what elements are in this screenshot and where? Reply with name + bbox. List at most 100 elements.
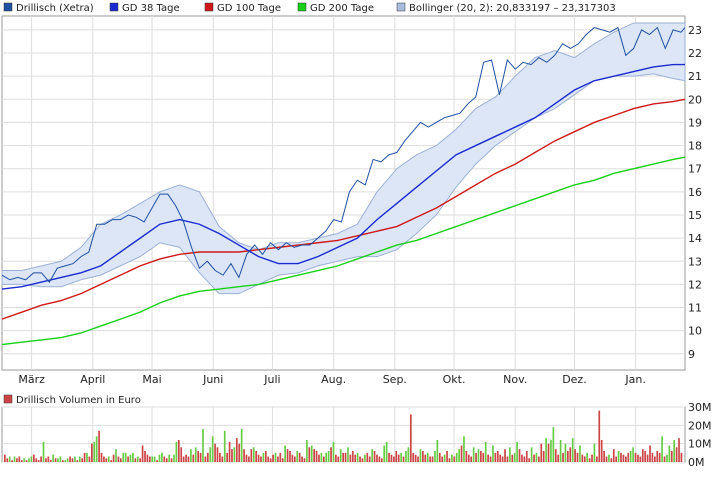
- x-tick-label: Mai: [142, 373, 161, 386]
- volume-bar: [518, 449, 521, 462]
- volume-bar: [103, 456, 105, 462]
- volume-bar: [286, 449, 289, 462]
- volume-bar: [443, 454, 446, 462]
- volume-y-axis: 0M 10M 20M 30M: [688, 401, 712, 469]
- volume-bar: [426, 452, 429, 462]
- volume-bar: [310, 445, 313, 462]
- volume-bar: [206, 452, 209, 462]
- volume-bar: [347, 447, 349, 462]
- volume-bar: [264, 451, 267, 462]
- volume-bar: [122, 452, 125, 462]
- volume-bar: [378, 456, 381, 462]
- volume-bar: [69, 456, 71, 462]
- volume-bar: [419, 449, 422, 462]
- volume-bar: [32, 454, 35, 462]
- volume-bar: [632, 447, 634, 462]
- volume-bar: [535, 452, 538, 462]
- series-line: [1, 156, 686, 346]
- volume-bar: [255, 451, 257, 462]
- x-tick-label: Juni: [202, 373, 223, 386]
- volume-bar: [30, 456, 33, 462]
- volume-bar: [402, 456, 405, 462]
- volume-bar: [52, 454, 55, 462]
- volume-bar: [663, 456, 666, 462]
- volume-bar: [414, 454, 417, 462]
- volume-bar: [620, 452, 622, 462]
- volume-bar: [429, 456, 431, 462]
- y-tick-label: 17: [688, 163, 702, 176]
- volume-bar: [100, 452, 103, 462]
- volume-bar: [335, 454, 337, 462]
- y-tick-label: 21: [688, 70, 702, 83]
- volume-bar: [564, 443, 567, 462]
- volume-bar: [571, 438, 574, 462]
- volume-bar: [528, 458, 531, 462]
- volume-bar: [284, 445, 286, 462]
- volume-bar: [226, 452, 228, 462]
- y-tick-label: 19: [688, 116, 702, 129]
- volume-bar: [182, 456, 185, 462]
- volume-bar: [670, 451, 673, 462]
- volume-bar: [448, 458, 451, 462]
- volume-bar: [146, 454, 149, 462]
- y-tick-label: 23: [688, 24, 702, 37]
- volume-bar: [627, 452, 630, 462]
- volume-bar: [93, 441, 96, 462]
- volume-bar: [277, 456, 279, 462]
- volume-bar: [666, 454, 668, 462]
- volume-bar: [342, 452, 344, 462]
- volume-bar: [622, 454, 625, 462]
- volume-bar: [248, 456, 250, 462]
- volume-bar: [61, 460, 64, 462]
- y-tick-label: 16: [688, 186, 702, 199]
- volume-bar: [272, 454, 274, 462]
- volume-bar: [107, 456, 110, 462]
- volume-bar: [28, 458, 30, 462]
- volume-bar: [54, 458, 57, 462]
- legend-label: GD 100 Tage: [217, 3, 281, 14]
- volume-bar: [550, 440, 552, 462]
- volume-bar: [598, 410, 601, 462]
- volume-bar: [175, 441, 178, 462]
- volume-bar: [509, 447, 511, 462]
- volume-bar: [228, 441, 231, 462]
- volume-bar: [494, 452, 497, 462]
- volume-bar: [351, 451, 354, 462]
- volume-y-tick-label: 20M: [688, 419, 712, 432]
- volume-bar: [557, 454, 560, 462]
- volume-bar: [151, 456, 154, 462]
- volume-bar: [240, 429, 243, 462]
- volume-bar: [390, 454, 393, 462]
- volume-bar: [496, 451, 499, 462]
- volume-bar: [204, 456, 207, 462]
- volume-bar: [141, 445, 144, 462]
- y-tick-label: 14: [688, 232, 702, 245]
- bollinger-area: [1, 22, 686, 295]
- volume-bar: [148, 456, 151, 462]
- volume-bar: [197, 451, 200, 462]
- volume-bar: [71, 458, 74, 462]
- volume-bar: [144, 451, 146, 462]
- volume-bar: [605, 456, 608, 462]
- volume-bar: [422, 451, 424, 462]
- volume-bar: [680, 452, 683, 462]
- series-line: [1, 63, 685, 290]
- volume-bar: [25, 460, 28, 462]
- volume-bar: [161, 452, 163, 462]
- volume-bar: [223, 430, 226, 462]
- volume-bar: [629, 451, 632, 462]
- volume-bar: [405, 451, 407, 462]
- volume-bar: [74, 456, 76, 462]
- volume-bar: [552, 427, 555, 462]
- volume-bar: [576, 452, 579, 462]
- volume-bar: [281, 458, 284, 462]
- volume-bar: [235, 438, 238, 462]
- volume-bar: [173, 454, 175, 462]
- volume-y-tick-label: 0M: [688, 456, 705, 469]
- volume-bar: [112, 454, 115, 462]
- volume-bar: [78, 456, 81, 462]
- volume-bar: [301, 456, 303, 462]
- volume-bar: [637, 454, 639, 462]
- volume-bar: [306, 440, 308, 462]
- volume-bar: [202, 429, 204, 462]
